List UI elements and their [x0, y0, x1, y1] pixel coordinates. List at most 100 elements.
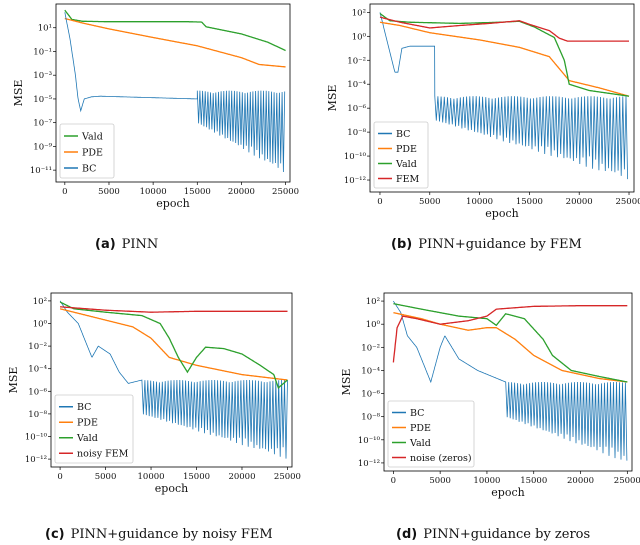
- series-line-vald: [64, 9, 286, 52]
- series-line-bc: [393, 300, 628, 461]
- legend-entry: Vald: [76, 433, 98, 444]
- series-line-bc: [59, 300, 288, 459]
- legend-entry: PDE: [82, 147, 103, 158]
- series-line-fem: [379, 16, 629, 42]
- y-tick-label: 10⁻⁴: [347, 80, 366, 90]
- y-tick-label: 10⁻⁷: [33, 119, 52, 129]
- legend: Vald PDE BC: [59, 123, 115, 179]
- x-tick-label: 5000: [98, 187, 120, 197]
- y-tick-label: 10⁻¹⁰: [25, 433, 48, 443]
- caption-a: (a) PINN: [95, 237, 159, 252]
- panel-a: 0 5000 10000 15000 20000 25000 10¹ 10⁻¹ 10⁻³ 10⁻⁵…: [12, 3, 299, 210]
- y-tick-label: 10⁻¹²: [344, 176, 366, 186]
- x-axis-label: epoch: [485, 207, 518, 220]
- panel-b: 0 5000 10000 15000 20000 25000 10² 10⁰ 10⁻² 10⁻⁴ 1…: [326, 3, 640, 220]
- y-tick-label: 10⁻³: [33, 71, 52, 81]
- x-tick-label: 25000: [614, 476, 640, 486]
- x-tick-label: 0: [391, 476, 396, 486]
- plot-frame: [50, 292, 293, 468]
- x-tick-label: 10000: [138, 472, 165, 482]
- y-tick-label: 10⁻⁴: [28, 365, 47, 375]
- legend-entry: BC: [410, 408, 424, 419]
- series-line-vald: [59, 301, 288, 390]
- y-tick-label: 10⁰: [352, 32, 367, 42]
- series-line-pde: [393, 311, 628, 383]
- legend-entry: Vald: [395, 159, 417, 170]
- series-line-pde: [64, 17, 286, 68]
- x-tick-label: 15000: [184, 187, 211, 197]
- y-tick-label: 10⁻⁸: [347, 128, 366, 138]
- y-axis-label: MSE: [7, 367, 20, 394]
- series-line-bc: [379, 12, 628, 180]
- x-tick-label: 5000: [429, 476, 451, 486]
- series-line-noise-zeros-: [392, 305, 628, 363]
- caption-c: (c) PINN+guidance by noisy FEM: [45, 527, 273, 542]
- y-tick-label: 10⁻¹²: [25, 455, 47, 465]
- y-tick-label: 10⁻⁴: [361, 366, 380, 376]
- legend-entry: BC: [396, 129, 410, 140]
- x-tick-label: 25000: [272, 187, 299, 197]
- legend-entry: PDE: [396, 144, 417, 155]
- y-axis-label: MSE: [12, 80, 25, 107]
- series-line-pde: [379, 21, 630, 97]
- caption-d: (d) PINN+guidance by zeros: [396, 527, 591, 542]
- y-tick-label: 10¹: [38, 24, 52, 34]
- y-tick-label: 10⁻²: [361, 343, 380, 353]
- legend-entry: PDE: [410, 423, 431, 434]
- x-tick-label: 0: [62, 187, 67, 197]
- x-tick-label: 20000: [567, 476, 594, 486]
- y-tick-label: 10⁻⁶: [347, 104, 366, 114]
- x-axis-label: epoch: [491, 486, 524, 499]
- panel-d: 0 5000 10000 15000 20000 25000 10² 10⁰ 10⁻² 10⁻⁴ 1…: [340, 292, 640, 499]
- legend-entry: noisy FEM: [77, 449, 129, 460]
- series-line-bc: [64, 12, 286, 173]
- legend-entry: FEM: [396, 174, 420, 185]
- y-tick-label: 10⁰: [366, 320, 381, 330]
- legend: BC PDE Vald noisy FEM: [54, 394, 134, 464]
- x-tick-label: 25000: [274, 472, 301, 482]
- y-tick-label: 10⁻⁸: [361, 413, 380, 423]
- y-tick-label: 10⁰: [33, 319, 48, 329]
- y-axis-label: MSE: [326, 85, 339, 112]
- x-tick-label: 0: [57, 472, 62, 482]
- y-tick-label: 10⁻¹⁰: [344, 152, 367, 162]
- legend-entry: PDE: [77, 418, 98, 429]
- x-tick-label: 5000: [95, 472, 117, 482]
- series-line-noisy-fem: [60, 306, 288, 313]
- y-tick-label: 10⁻²: [28, 342, 47, 352]
- x-tick-label: 10000: [473, 476, 500, 486]
- y-tick-label: 10⁻¹: [33, 47, 52, 57]
- series-line-pde: [59, 308, 288, 381]
- y-tick-label: 10²: [366, 297, 380, 307]
- y-tick-label: 10⁻¹¹: [30, 166, 52, 176]
- x-axis-label: epoch: [155, 482, 188, 495]
- caption-b: (b) PINN+guidance by FEM: [391, 237, 582, 252]
- x-tick-label: 15000: [520, 476, 547, 486]
- legend-entry: BC: [77, 402, 91, 413]
- y-tick-label: 10⁻⁶: [28, 387, 47, 397]
- plot-frame: [383, 292, 633, 472]
- plot-frame: [55, 3, 291, 183]
- panel-c: 0 5000 10000 15000 20000 25000 10² 10⁰ 10⁻² 10⁻⁴ 1…: [7, 292, 301, 495]
- series-line-vald: [393, 302, 628, 383]
- legend-entry: BC: [82, 163, 96, 174]
- legend: BC PDE Vald FEM: [373, 121, 429, 189]
- x-axis-label: epoch: [156, 197, 189, 210]
- y-tick-label: 10²: [33, 297, 47, 307]
- legend-entry: Vald: [81, 131, 103, 142]
- x-tick-label: 20000: [566, 197, 593, 207]
- y-tick-label: 10⁻⁵: [33, 95, 52, 105]
- x-tick-label: 15000: [516, 197, 543, 207]
- x-tick-label: 0: [377, 197, 382, 207]
- legend: BC PDE Vald noise (zeros): [387, 400, 475, 468]
- x-tick-label: 10000: [140, 187, 167, 197]
- x-tick-label: 20000: [228, 472, 255, 482]
- y-tick-label: 10²: [352, 8, 366, 18]
- y-tick-label: 10⁻⁸: [28, 410, 47, 420]
- y-tick-label: 10⁻¹²: [358, 459, 380, 469]
- y-tick-label: 10⁻⁶: [361, 390, 380, 400]
- plot-frame: [369, 3, 635, 193]
- legend-entry: noise (zeros): [410, 453, 472, 464]
- x-tick-label: 5000: [419, 197, 441, 207]
